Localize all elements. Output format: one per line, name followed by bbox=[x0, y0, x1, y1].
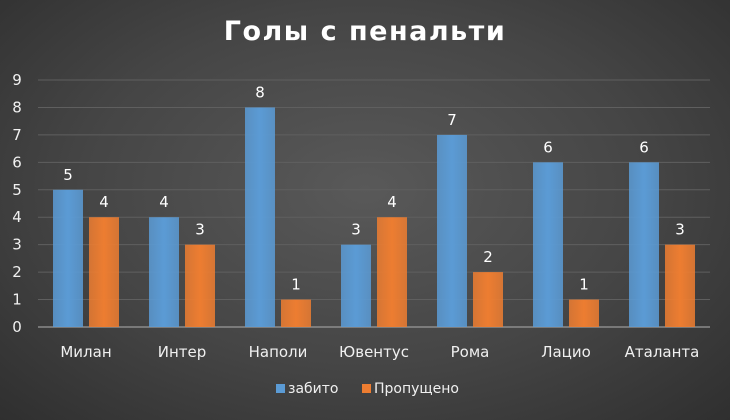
data-label: 8 bbox=[255, 83, 265, 101]
y-tick-label: 3 bbox=[12, 236, 22, 254]
x-axis-categories: Милан Интер Наполи Ювентус Рома Лацио Аталанта bbox=[60, 343, 699, 361]
legend-label: забито bbox=[288, 381, 338, 397]
bar-scored bbox=[341, 244, 371, 327]
data-label: 3 bbox=[675, 221, 685, 239]
legend-swatch bbox=[362, 384, 371, 393]
data-label: 2 bbox=[483, 248, 493, 266]
y-tick-label: 7 bbox=[12, 126, 22, 144]
bar-conceded bbox=[473, 272, 503, 327]
bars bbox=[53, 107, 695, 327]
data-label: 1 bbox=[291, 276, 301, 294]
y-tick-label: 2 bbox=[12, 263, 22, 281]
bar-conceded bbox=[89, 217, 119, 327]
data-label: 3 bbox=[351, 221, 361, 239]
category-label: Интер bbox=[158, 343, 207, 361]
category-label: Наполи bbox=[249, 343, 308, 361]
y-tick-label: 4 bbox=[12, 208, 22, 226]
bar-scored bbox=[533, 162, 563, 327]
data-label: 4 bbox=[387, 193, 397, 211]
data-label: 4 bbox=[159, 193, 169, 211]
data-label: 1 bbox=[579, 276, 589, 294]
bar-conceded bbox=[665, 244, 695, 327]
legend-swatch bbox=[276, 384, 285, 393]
bar-scored bbox=[245, 107, 275, 327]
y-tick-label: 9 bbox=[12, 71, 22, 89]
category-label: Лацио bbox=[541, 343, 591, 361]
data-label: 7 bbox=[447, 111, 457, 129]
bar-conceded bbox=[185, 244, 215, 327]
category-label: Аталанта bbox=[625, 343, 700, 361]
data-label: 4 bbox=[99, 193, 109, 211]
bar-scored bbox=[437, 134, 467, 327]
bar-conceded bbox=[377, 217, 407, 327]
chart-title: Голы с пенальти bbox=[223, 16, 507, 47]
y-tick-label: 6 bbox=[12, 153, 22, 171]
y-tick-label: 0 bbox=[12, 318, 22, 336]
y-tick-label: 5 bbox=[12, 181, 22, 199]
y-axis-ticks: 0 1 2 3 4 5 6 7 8 9 bbox=[12, 71, 22, 336]
bar-scored bbox=[149, 217, 179, 327]
bar-scored bbox=[629, 162, 659, 327]
category-label: Милан bbox=[60, 343, 111, 361]
bar-conceded bbox=[281, 299, 311, 327]
bar-conceded bbox=[569, 299, 599, 327]
category-label: Рома bbox=[451, 343, 490, 361]
data-label: 5 bbox=[63, 166, 73, 184]
y-tick-label: 1 bbox=[12, 291, 22, 309]
y-tick-label: 8 bbox=[12, 98, 22, 116]
category-label: Ювентус bbox=[339, 343, 409, 361]
legend-label: Пропущено bbox=[374, 381, 459, 397]
grid-lines bbox=[38, 79, 710, 328]
data-label: 3 bbox=[195, 221, 205, 239]
bar-scored bbox=[53, 189, 83, 327]
data-label: 6 bbox=[543, 138, 553, 156]
data-label: 6 bbox=[639, 138, 649, 156]
legend: забито Пропущено bbox=[276, 381, 459, 397]
